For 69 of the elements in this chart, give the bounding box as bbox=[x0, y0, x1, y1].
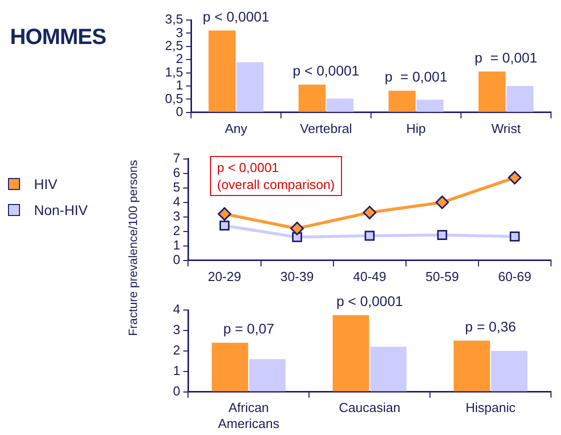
point bbox=[437, 230, 448, 240]
y-tick-label: 1 bbox=[172, 362, 180, 378]
x-tick-label: Vertebral bbox=[300, 120, 352, 136]
y-tick-label: 3 bbox=[172, 208, 180, 224]
bar bbox=[208, 30, 236, 112]
bar bbox=[326, 98, 354, 112]
annotation: p = 0,001 bbox=[384, 68, 448, 85]
point bbox=[290, 222, 304, 236]
y-tick-label: 0 bbox=[172, 252, 180, 267]
y-tick-label: 3 bbox=[176, 24, 184, 40]
bar bbox=[236, 62, 264, 112]
y-tick-label: 1,5 bbox=[164, 64, 184, 80]
annotation: p = 0,07 bbox=[223, 320, 274, 337]
bar bbox=[388, 90, 416, 112]
x-tick-label: 60-69 bbox=[498, 268, 532, 284]
bar bbox=[506, 86, 534, 112]
y-tick-label: 5 bbox=[172, 179, 180, 194]
x-tick-label: 30-39 bbox=[280, 268, 314, 284]
chart-title: HOMMES bbox=[10, 24, 106, 50]
y-tick-label: 1 bbox=[172, 237, 180, 252]
y-tick-label: 7 bbox=[172, 150, 180, 166]
legend-label: HIV bbox=[34, 176, 58, 192]
y-tick-label: 6 bbox=[172, 164, 180, 180]
y-tick-label: 2 bbox=[172, 222, 180, 238]
text: p < 0,0001 bbox=[336, 292, 404, 309]
y-tick-label: 0 bbox=[176, 104, 184, 119]
bar bbox=[454, 340, 490, 392]
annotation: p = 0,36 bbox=[465, 318, 516, 335]
bar bbox=[416, 100, 444, 112]
y-tick-label: 2 bbox=[176, 51, 184, 66]
annotation: p = 0,001 bbox=[474, 49, 538, 66]
y-tick-label: 2 bbox=[172, 342, 180, 358]
y-tick-label: 1 bbox=[176, 78, 184, 93]
y-tick-label: 2,5 bbox=[164, 38, 184, 53]
x-tick-label: Hispanic bbox=[466, 400, 516, 416]
y-tick-label: 4 bbox=[172, 302, 180, 317]
y-tick-label: 0 bbox=[172, 383, 180, 398]
legend-label: Non-HIV bbox=[34, 202, 88, 218]
point bbox=[362, 206, 376, 220]
x-tick-label: Any bbox=[224, 120, 248, 136]
y-tick-label: 3,5 bbox=[164, 12, 184, 27]
annotation: p < 0,0001 bbox=[292, 62, 360, 79]
x-tick-label: Caucasian bbox=[338, 400, 400, 416]
annotation: p < 0,0001 bbox=[202, 8, 270, 24]
point bbox=[292, 232, 302, 242]
y-tick-label: 0,5 bbox=[164, 90, 184, 106]
bar bbox=[332, 315, 370, 392]
bar bbox=[478, 71, 506, 112]
x-tick-label: 50-59 bbox=[426, 268, 459, 284]
bar bbox=[212, 342, 248, 392]
annotation: p < 0,0001 (overall comparison) bbox=[210, 156, 342, 196]
y-tick-label: 3 bbox=[172, 322, 180, 338]
x-tick-label: African Americans bbox=[218, 400, 280, 431]
y-tick-label: 4 bbox=[172, 194, 180, 209]
x-tick-label: 20-29 bbox=[208, 268, 242, 284]
point bbox=[508, 170, 522, 184]
bar bbox=[298, 84, 326, 112]
point bbox=[364, 230, 375, 241]
point bbox=[220, 220, 230, 231]
x-tick-label: Wrist bbox=[491, 120, 522, 136]
x-tick-label: 40-49 bbox=[352, 268, 386, 284]
bar bbox=[491, 350, 528, 392]
bar bbox=[249, 359, 286, 392]
bar bbox=[370, 346, 407, 392]
point bbox=[510, 231, 520, 242]
point bbox=[435, 196, 449, 210]
point bbox=[218, 207, 232, 221]
x-tick-label: Hip bbox=[406, 120, 426, 136]
y-axis-title: Fracture prevalence/100 persons bbox=[126, 160, 140, 336]
